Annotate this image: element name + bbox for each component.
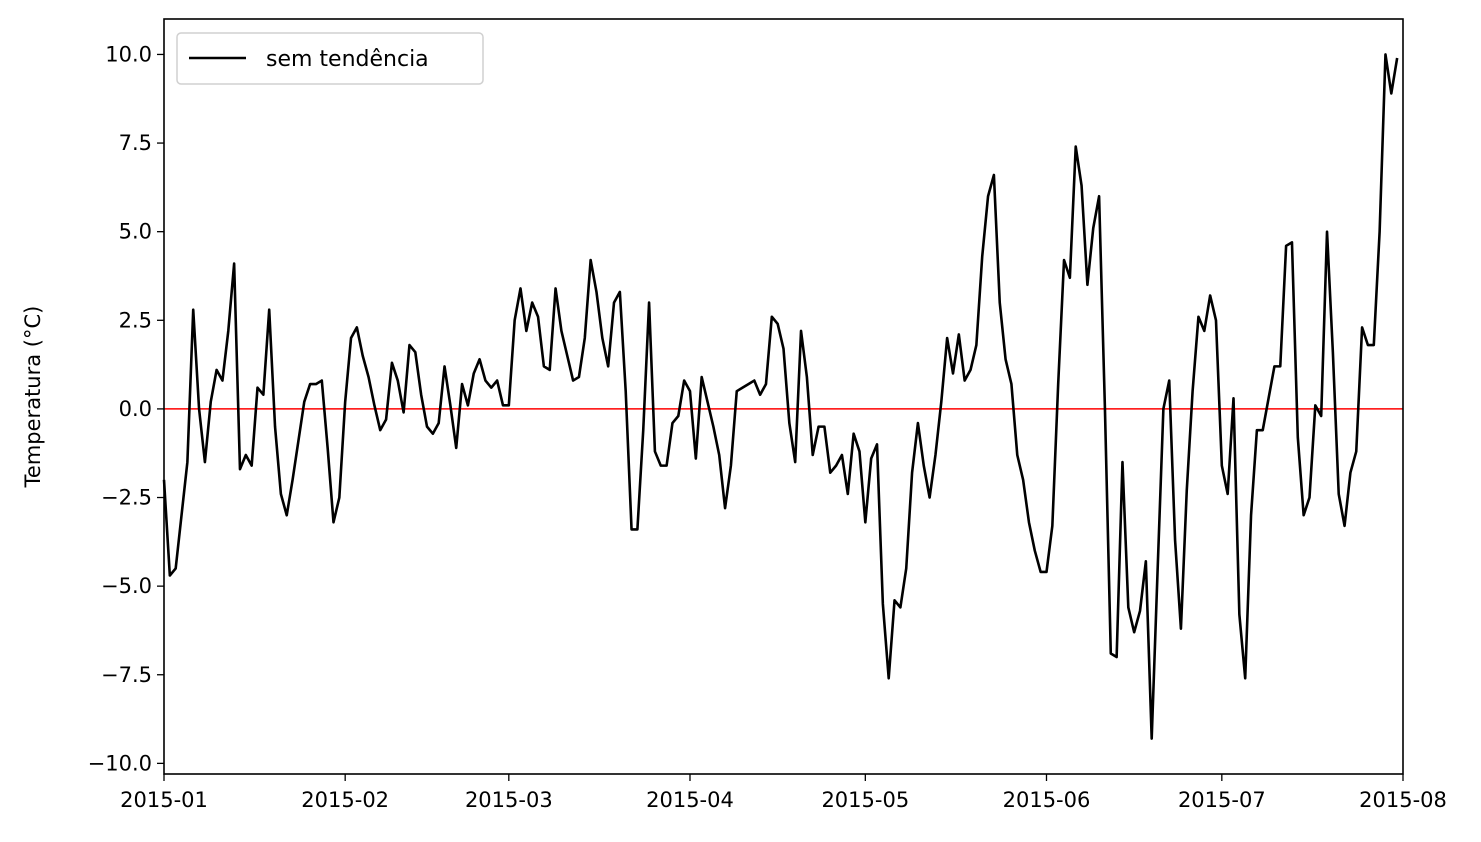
x-tick-label: 2015-02 — [301, 788, 389, 812]
series-line-0 — [162, 53, 1399, 740]
x-axis: 2015-01 2015-02 2015-03 2015-04 2015-05 2015-… — [120, 774, 1447, 812]
x-tick-label: 2015-07 — [1178, 788, 1266, 812]
x-tick-label: 2015-06 — [1003, 788, 1091, 812]
plot-frame — [163, 18, 1404, 775]
y-axis: −10.0 −7.5 −5.0 −2.5 0.0 2.5 5.0 7.5 10.0 — [88, 42, 164, 775]
y-tick-label: −5.0 — [101, 574, 152, 598]
y-axis-label: Temperatura (°C) — [21, 306, 45, 489]
y-tick-label: 0.0 — [119, 397, 152, 421]
x-tick-label: 2015-04 — [646, 788, 734, 812]
legend-label: sem tendência — [266, 47, 429, 72]
y-tick-label: 5.0 — [119, 220, 152, 244]
y-tick-label: 2.5 — [119, 308, 152, 332]
y-tick-label: −7.5 — [101, 663, 152, 687]
x-tick-label: 2015-01 — [120, 788, 208, 812]
legend: sem tendência — [176, 32, 484, 85]
legend-box — [176, 32, 484, 85]
y-tick-label: −10.0 — [88, 751, 152, 775]
x-tick-label: 2015-08 — [1359, 788, 1447, 812]
x-tick-label: 2015-05 — [821, 788, 909, 812]
y-tick-label: −2.5 — [101, 486, 152, 510]
x-tick-label: 2015-03 — [465, 788, 553, 812]
y-tick-label: 7.5 — [119, 131, 152, 155]
series-layer — [162, 53, 1399, 740]
y-tick-label: 10.0 — [105, 42, 152, 66]
